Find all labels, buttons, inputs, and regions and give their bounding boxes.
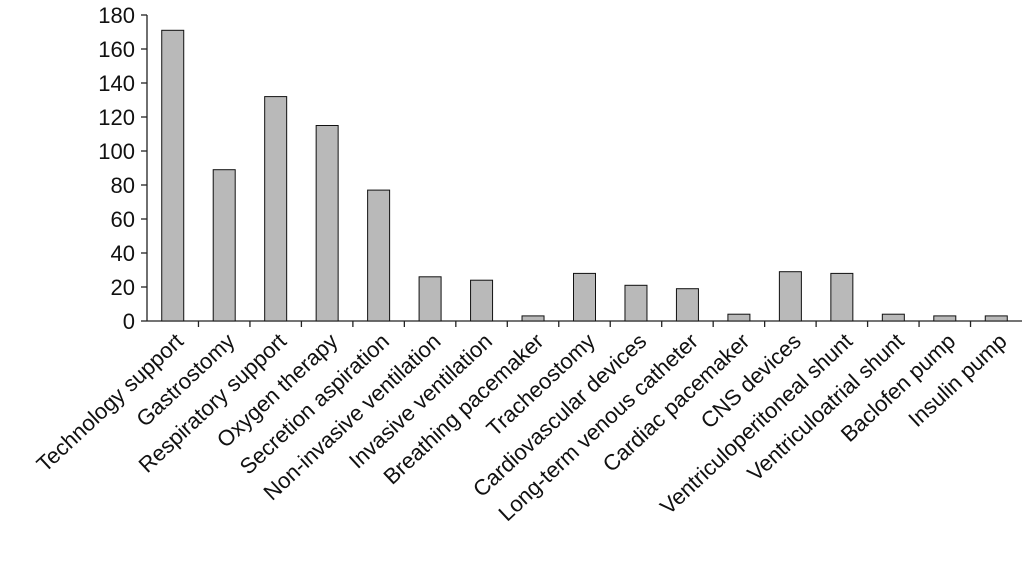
bar: [161, 29, 185, 322]
y-tick-label: 40: [111, 241, 135, 266]
y-tick-label: 80: [111, 173, 135, 198]
y-tick-label: 160: [98, 37, 135, 62]
bar: [881, 313, 905, 322]
y-tick-label: 20: [111, 275, 135, 300]
bar: [573, 272, 596, 322]
y-tick-label: 180: [98, 3, 135, 28]
bar: [778, 271, 802, 322]
y-tick-label: 100: [98, 139, 135, 164]
y-tick-label: 0: [123, 309, 135, 334]
bar: [315, 125, 339, 322]
bar: [984, 315, 1008, 322]
y-tick-label: 120: [98, 105, 135, 130]
y-tick-label: 140: [98, 71, 135, 96]
y-tick-label: 60: [111, 207, 135, 232]
bar: [830, 272, 854, 322]
bar: [727, 313, 751, 322]
bar: [521, 315, 545, 322]
bar: [624, 284, 648, 322]
bar: [212, 169, 236, 322]
bar: [675, 288, 699, 322]
bar: [418, 276, 442, 322]
bar: [264, 96, 288, 322]
bar: [367, 189, 391, 322]
bar: [933, 315, 957, 322]
bar: [470, 279, 494, 322]
